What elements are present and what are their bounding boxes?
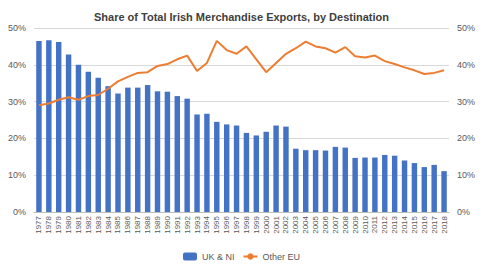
svg-text:1983: 1983	[94, 215, 103, 233]
svg-text:10%: 10%	[8, 170, 26, 180]
svg-text:2001: 2001	[272, 215, 281, 233]
svg-text:0%: 0%	[13, 207, 26, 217]
svg-text:30%: 30%	[8, 97, 26, 107]
svg-text:10%: 10%	[457, 170, 475, 180]
svg-text:2014: 2014	[400, 215, 409, 233]
svg-text:1991: 1991	[173, 215, 182, 233]
svg-text:2017: 2017	[430, 215, 439, 233]
svg-text:1990: 1990	[163, 215, 172, 233]
svg-text:20%: 20%	[8, 133, 26, 143]
svg-text:1977: 1977	[34, 215, 43, 233]
svg-text:50%: 50%	[8, 23, 26, 33]
svg-text:1978: 1978	[44, 215, 53, 233]
svg-text:1980: 1980	[64, 215, 73, 233]
svg-text:1982: 1982	[84, 215, 93, 233]
svg-text:1989: 1989	[153, 215, 162, 233]
svg-text:1979: 1979	[54, 215, 63, 233]
svg-text:1993: 1993	[193, 215, 202, 233]
svg-text:1986: 1986	[123, 215, 132, 233]
svg-text:2007: 2007	[331, 215, 340, 233]
svg-text:1996: 1996	[222, 215, 231, 233]
svg-text:Share of Total Irish Merchandi: Share of Total Irish Merchandise Exports…	[94, 11, 389, 23]
svg-text:1997: 1997	[232, 215, 241, 233]
svg-text:0%: 0%	[457, 207, 470, 217]
svg-text:1995: 1995	[212, 215, 221, 233]
svg-text:1988: 1988	[143, 215, 152, 233]
svg-text:2016: 2016	[420, 215, 429, 233]
svg-text:UK & NI: UK & NI	[202, 252, 235, 262]
svg-text:1994: 1994	[202, 215, 211, 233]
svg-text:2018: 2018	[440, 215, 449, 233]
svg-text:1999: 1999	[252, 215, 261, 233]
svg-text:2009: 2009	[351, 215, 360, 233]
svg-text:2008: 2008	[341, 215, 350, 233]
svg-text:30%: 30%	[457, 97, 475, 107]
svg-text:20%: 20%	[457, 133, 475, 143]
svg-text:2011: 2011	[370, 215, 379, 233]
svg-text:2005: 2005	[311, 215, 320, 233]
svg-text:2002: 2002	[281, 215, 290, 233]
svg-text:2013: 2013	[390, 215, 399, 233]
svg-text:1987: 1987	[133, 215, 142, 233]
svg-text:2010: 2010	[361, 215, 370, 233]
svg-text:1985: 1985	[113, 215, 122, 233]
svg-text:2012: 2012	[380, 215, 389, 233]
svg-text:1992: 1992	[183, 215, 192, 233]
svg-text:2003: 2003	[291, 215, 300, 233]
svg-text:40%: 40%	[8, 60, 26, 70]
svg-text:2015: 2015	[410, 215, 419, 233]
svg-text:2000: 2000	[262, 215, 271, 233]
svg-text:1981: 1981	[74, 215, 83, 233]
svg-text:1984: 1984	[104, 215, 113, 233]
svg-text:2004: 2004	[301, 215, 310, 233]
svg-text:2006: 2006	[321, 215, 330, 233]
svg-text:50%: 50%	[457, 23, 475, 33]
svg-text:40%: 40%	[457, 60, 475, 70]
svg-text:1998: 1998	[242, 215, 251, 233]
svg-text:Other EU: Other EU	[262, 252, 300, 262]
